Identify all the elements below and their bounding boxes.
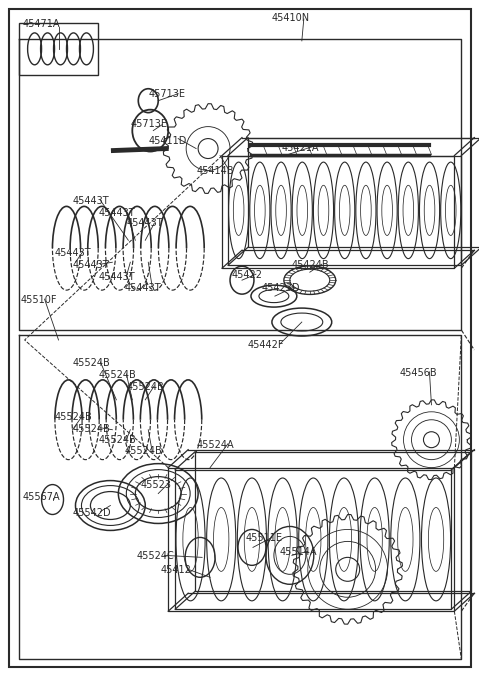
Text: 45456B: 45456B (399, 368, 437, 378)
Text: 45524B: 45524B (126, 382, 164, 392)
Text: 45443T: 45443T (72, 197, 109, 206)
Text: 45414B: 45414B (196, 166, 234, 176)
Text: 45443T: 45443T (98, 272, 135, 282)
Text: 45524B: 45524B (124, 445, 162, 456)
Text: 45514A: 45514A (280, 548, 317, 558)
Text: 45421A: 45421A (282, 143, 319, 153)
Text: 45412: 45412 (160, 565, 191, 575)
Text: 45443T: 45443T (55, 248, 91, 258)
Text: 45422: 45422 (232, 270, 263, 280)
Text: 45524B: 45524B (55, 412, 92, 422)
Text: 45443T: 45443T (126, 218, 163, 228)
Text: 45713E: 45713E (130, 118, 168, 128)
Text: 45442F: 45442F (248, 340, 285, 350)
Text: 45524B: 45524B (98, 370, 136, 380)
Text: 45443T: 45443T (72, 260, 109, 270)
Text: 45524A: 45524A (196, 439, 234, 450)
Text: 45713E: 45713E (148, 89, 185, 99)
Text: 45542D: 45542D (72, 508, 111, 518)
Text: 45524B: 45524B (72, 424, 110, 434)
Text: 45524C: 45524C (136, 552, 174, 561)
Text: 45410N: 45410N (272, 13, 310, 23)
Text: 45471A: 45471A (23, 19, 60, 29)
Text: 45567A: 45567A (23, 491, 60, 502)
Text: 45443T: 45443T (98, 208, 135, 218)
Text: 45524B: 45524B (98, 435, 136, 445)
Text: 45523: 45523 (140, 479, 171, 489)
Text: 45510F: 45510F (21, 295, 57, 305)
Bar (19, 23, 98, 75)
Text: 45423D: 45423D (262, 283, 300, 293)
Text: 45424B: 45424B (292, 260, 329, 270)
Text: 45511E: 45511E (246, 533, 283, 544)
Text: 45411D: 45411D (148, 136, 187, 145)
Text: 45443T: 45443T (124, 283, 161, 293)
Text: 45524B: 45524B (72, 358, 110, 368)
